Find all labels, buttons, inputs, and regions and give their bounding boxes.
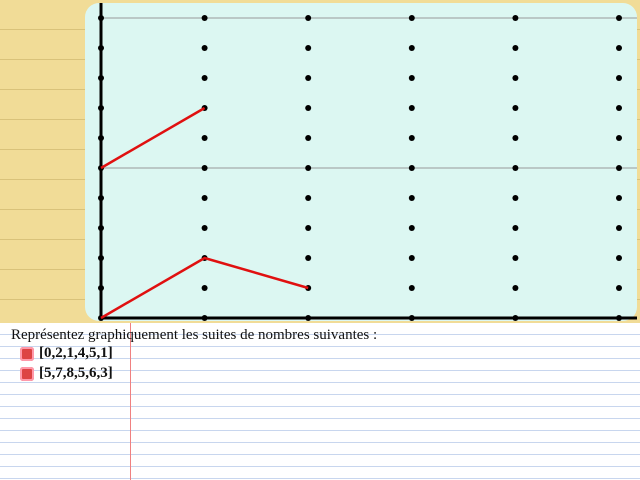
grid-dot (305, 195, 312, 201)
grid-dot (512, 135, 519, 141)
grid-dot (408, 165, 415, 171)
grid-dot (616, 285, 622, 291)
grid-dot (512, 255, 519, 261)
grid-dot (616, 315, 622, 321)
grid-dot (201, 315, 208, 321)
graph (85, 3, 637, 321)
grid-dot (201, 165, 208, 171)
grid-dot (616, 225, 622, 231)
margin-line (130, 323, 131, 480)
grid-dot (408, 45, 415, 51)
grid-dot (98, 255, 104, 261)
grid-dot (408, 75, 415, 81)
grid-dot (616, 255, 622, 261)
sequence-item[interactable]: [0,2,1,4,5,1] (20, 345, 113, 362)
grid-dot (408, 15, 415, 21)
grid-dot (616, 15, 622, 21)
grid-dot (98, 105, 104, 111)
grid-dot (616, 105, 622, 111)
grid-dot (408, 105, 415, 111)
instruction: Représentez graphiquement les suites de … (11, 327, 378, 343)
grid-dot (201, 195, 208, 201)
grid-dot (512, 15, 519, 21)
grid-dot (305, 15, 312, 21)
grid-dot (201, 285, 208, 291)
grid-dot (408, 135, 415, 141)
grid-dot (512, 75, 519, 81)
grid-dot (512, 195, 519, 201)
grid-dot (616, 135, 622, 141)
grid-dot (305, 165, 312, 171)
grid-dot (201, 45, 208, 51)
grid-dot (512, 315, 519, 321)
grid-dot (201, 75, 208, 81)
grid-dot (408, 285, 415, 291)
remove-icon[interactable] (20, 346, 34, 361)
sequence-label: [0,2,1,4,5,1] (39, 345, 113, 361)
grid-dot (305, 45, 312, 51)
remove-icon[interactable] (20, 366, 34, 381)
notebook-sheet: Représentez graphiquement les suites de … (0, 323, 640, 480)
grid-dot (616, 165, 622, 171)
grid-dot (616, 45, 622, 51)
sequence-item[interactable]: [5,7,8,5,6,3] (20, 365, 113, 382)
grid-dot (98, 285, 104, 291)
drawn-line (100, 256, 309, 320)
sequence-label: [5,7,8,5,6,3] (39, 365, 113, 381)
drawn-line (100, 106, 206, 170)
grid-dot (616, 195, 622, 201)
grid-dot (616, 75, 622, 81)
grid-dot (408, 315, 415, 321)
grid-dot (98, 135, 104, 141)
grid-dot (408, 225, 415, 231)
grid-dot (98, 195, 104, 201)
grid-dot (98, 225, 104, 231)
grid-dot (305, 225, 312, 231)
grid-dot (201, 15, 208, 21)
grid-dot (408, 195, 415, 201)
grid-dot (201, 135, 208, 141)
grid-dot (305, 135, 312, 141)
grid-dot (305, 255, 312, 261)
grid-dot (98, 45, 104, 51)
grid-dot (98, 15, 104, 21)
grid-dot (512, 45, 519, 51)
grid-dot (201, 225, 208, 231)
grid-dot (512, 165, 519, 171)
grid-dot (512, 105, 519, 111)
grid-dot (305, 315, 312, 321)
grid-dot (512, 285, 519, 291)
grid-dot (408, 255, 415, 261)
grid-dot (305, 75, 312, 81)
grid-dot (98, 75, 104, 81)
graph-panel (85, 3, 637, 321)
grid-dot (305, 105, 312, 111)
grid-dot (512, 225, 519, 231)
